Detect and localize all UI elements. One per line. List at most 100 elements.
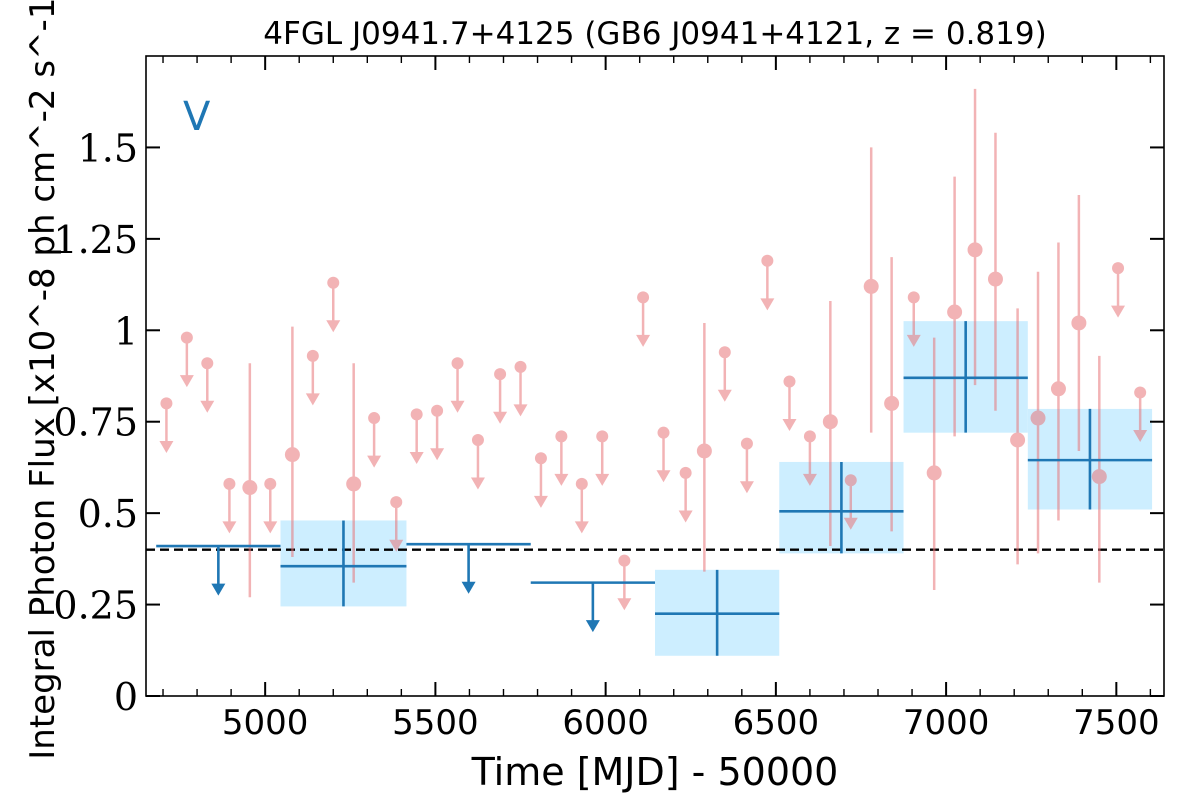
fine-upper-limit-arrow <box>159 440 174 453</box>
fine-upper-limit-marker <box>740 437 753 450</box>
fine-upper-limit-arrow <box>802 473 817 486</box>
fine-upper-limit-marker <box>575 477 588 490</box>
fine-upper-limit-30 <box>1111 262 1126 318</box>
coarse-upper-limit-arrow-2 <box>585 620 600 633</box>
fine-upper-limit-marker <box>555 430 568 443</box>
fine-upper-limit-marker <box>844 474 857 487</box>
x-axis-label: Time [MJD] - 50000 <box>471 750 839 794</box>
fine-upper-limit-18 <box>595 430 610 486</box>
fine-upper-limit-arrow <box>739 481 754 494</box>
fine-detection-marker <box>284 447 300 463</box>
plot-frame <box>145 55 1165 697</box>
fine-upper-limit-arrow <box>326 320 341 333</box>
fine-upper-limit-21 <box>656 426 671 483</box>
fine-upper-limit-2 <box>200 357 215 413</box>
fine-upper-limit-13 <box>493 368 508 424</box>
fine-upper-limit-23 <box>717 346 732 402</box>
y-axis-label: Integral Photon Flux [x10^-8 ph cm^-2 s^… <box>23 0 63 760</box>
fine-detection-8 <box>947 176 963 437</box>
fine-upper-limit-17 <box>574 477 589 534</box>
fine-upper-limit-arrow <box>717 389 732 402</box>
fine-detection-marker <box>987 271 1003 287</box>
x-tick-label: 7500 <box>1073 703 1160 743</box>
fine-upper-limit-marker <box>494 368 507 381</box>
fine-upper-limit-10 <box>430 404 445 461</box>
x-tick-label: 5500 <box>392 703 479 743</box>
fine-upper-limit-arrow <box>389 539 404 552</box>
fine-detection-marker <box>967 242 983 258</box>
fine-upper-limit-marker <box>596 430 609 443</box>
fine-upper-limit-16 <box>554 430 569 486</box>
fine-upper-limit-29 <box>906 291 921 347</box>
fine-upper-limit-marker <box>390 496 403 509</box>
x-tick-label: 6500 <box>733 703 820 743</box>
fine-upper-limit-9 <box>409 408 424 464</box>
fine-upper-limit-arrow <box>656 470 671 483</box>
fine-upper-limit-25 <box>760 254 775 311</box>
fine-detection-11 <box>1010 308 1026 565</box>
y-tick-label: 1.5 <box>78 126 138 170</box>
fine-upper-limit-arrow <box>617 598 632 611</box>
y-tick-label: 1 <box>114 309 138 353</box>
fine-detection-9 <box>967 88 983 386</box>
fine-upper-limit-arrow <box>843 517 858 530</box>
x-tick-label: 5000 <box>222 703 309 743</box>
fine-upper-limit-marker <box>679 466 692 479</box>
fine-upper-limit-arrow <box>493 411 508 424</box>
fine-upper-limit-3 <box>222 477 237 534</box>
fine-upper-limit-arrow <box>1133 430 1148 442</box>
coarse-upper-limit-arrow-0 <box>211 583 226 596</box>
fine-upper-limit-arrow <box>179 375 194 388</box>
fine-upper-limit-arrow <box>595 473 610 486</box>
fine-upper-limit-marker <box>160 397 173 410</box>
fine-upper-limit-marker <box>327 276 340 289</box>
fine-upper-limit-marker <box>534 452 547 465</box>
fine-upper-limit-5 <box>305 349 320 406</box>
fine-upper-limit-marker <box>907 291 920 304</box>
fine-upper-limit-arrow <box>533 495 548 508</box>
fine-upper-limit-arrow <box>367 455 382 468</box>
fine-upper-limit-0 <box>159 397 174 453</box>
fine-detection-3 <box>696 322 712 572</box>
fine-upper-limit-1 <box>179 331 194 388</box>
fine-detection-marker <box>926 465 942 481</box>
fine-upper-limit-marker <box>471 434 484 446</box>
fine-detection-marker <box>346 476 362 492</box>
x-tick-label: 6000 <box>562 703 649 743</box>
fine-upper-limit-22 <box>678 466 693 523</box>
fine-upper-limit-arrow <box>430 448 445 461</box>
fine-upper-limit-marker <box>180 331 193 344</box>
fine-upper-limit-marker <box>306 349 319 362</box>
fine-upper-limit-arrow <box>470 477 485 490</box>
fine-upper-limit-marker <box>431 404 444 417</box>
fine-upper-limit-marker <box>618 554 631 567</box>
fine-detection-1 <box>284 326 300 558</box>
fine-upper-limit-27 <box>802 430 817 486</box>
fine-upper-limit-arrow <box>450 400 465 413</box>
y-tick-label: 0.5 <box>78 492 138 536</box>
fine-upper-limit-marker <box>803 430 816 443</box>
fine-detection-marker <box>1030 410 1046 426</box>
fine-detection-marker <box>947 304 963 320</box>
fine-upper-limit-arrow <box>222 521 237 534</box>
fine-upper-limit-arrow <box>554 473 569 486</box>
fine-detection-13 <box>1050 242 1066 521</box>
fine-detection-marker <box>242 480 258 496</box>
fine-upper-limit-4 <box>263 477 278 534</box>
chart-title: 4FGL J0941.7+4125 (GB6 J0941+4121, z = 0… <box>263 16 1046 52</box>
fine-upper-limit-arrow <box>263 521 278 534</box>
fine-detection-7 <box>926 337 942 590</box>
fine-upper-limit-marker <box>1134 386 1147 399</box>
fine-upper-limit-20 <box>636 291 651 347</box>
y-tick-label: 0.25 <box>53 584 138 628</box>
y-tick-label: 1.25 <box>53 218 138 262</box>
fine-detection-marker <box>696 443 712 459</box>
fine-upper-limit-arrow <box>636 334 651 347</box>
fine-upper-limit-marker <box>718 346 731 359</box>
fine-upper-limit-28 <box>843 474 858 530</box>
fine-upper-limit-marker <box>637 291 650 304</box>
fine-upper-limit-marker <box>514 360 527 373</box>
fine-upper-limit-arrow <box>678 510 693 523</box>
fine-detection-15 <box>1091 355 1107 583</box>
fine-upper-limit-19 <box>617 554 632 611</box>
